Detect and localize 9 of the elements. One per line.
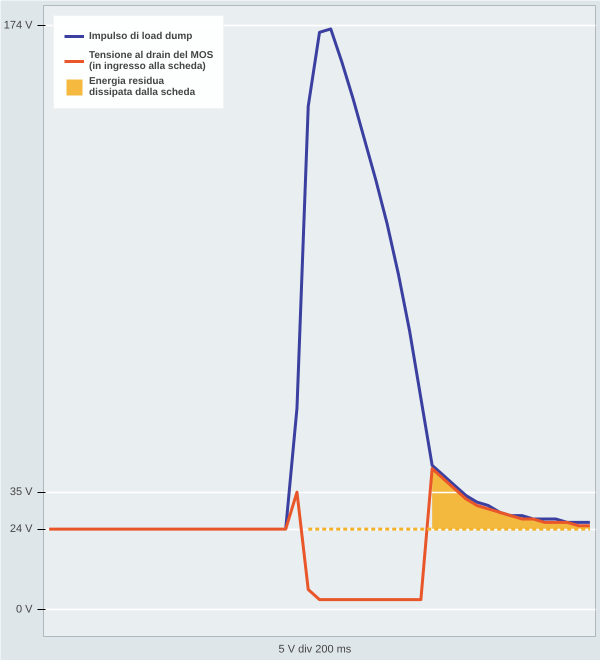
legend-label: Impulso di load dump [89, 30, 194, 42]
legend-label: Tensione al drain del MOS (in ingresso alla scheda) [89, 50, 214, 72]
text: 5 V div 200 ms [278, 644, 352, 656]
y-tick-label: 24 V [10, 523, 34, 536]
line-series [48, 467, 592, 602]
y-tick-label: 35 V [10, 486, 34, 498]
y-tick-label: 0 V [16, 604, 34, 616]
y-tick-label: 174 V [4, 20, 34, 32]
legend-label: Energia residua dissipata dalla scheda [89, 76, 196, 98]
